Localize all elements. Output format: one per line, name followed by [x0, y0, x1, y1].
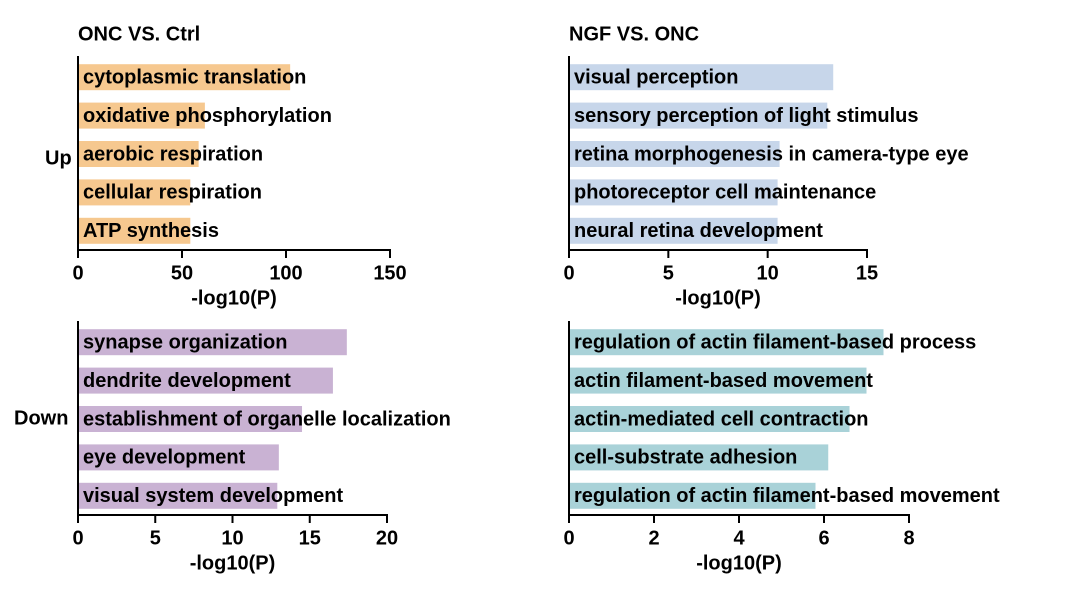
bar-eye-development [78, 444, 279, 471]
bar-label-cellular-respiration: cellular respiration [83, 182, 262, 204]
bar-label-regulation-of-actin-filament-based-process: regulation of actin filament-based proce… [574, 331, 976, 353]
x-tick-label: 6 [818, 527, 829, 549]
x-tick-label: 5 [150, 527, 161, 549]
bar-label-synapse-organization: synapse organization [83, 331, 288, 353]
bar-label-dendrite-development: dendrite development [83, 370, 291, 392]
x-tick-label: 0 [72, 527, 83, 549]
chart-panel-4: regulation of actin filament-based proce… [563, 321, 1000, 574]
x-tick-label: 100 [269, 262, 302, 284]
bar-neural-retina-development [569, 217, 778, 244]
bar-sensory-perception-of-light-stimulus [569, 102, 828, 129]
bar-cell-substrate-adhesion [569, 444, 829, 471]
x-tick-label: 10 [221, 527, 243, 549]
x-tick-label: 0 [563, 527, 574, 549]
bar-establishment-of-organelle-localization [78, 406, 303, 432]
bar-cytoplasmic-translation [78, 64, 291, 91]
bar-visual-system-development [78, 482, 278, 509]
x-tick-label: 150 [373, 262, 406, 284]
x-axis-label: -log10(P) [696, 552, 782, 574]
bar-label-atp-synthesis: ATP synthesis [83, 220, 219, 242]
chart-panel-2: NGF VS. ONC visual perception sensory perc… [563, 23, 968, 309]
bar-actin-mediated-cell-contraction [569, 406, 850, 432]
x-tick-label: 5 [663, 262, 674, 284]
bar-actin-filament-based-movement [569, 367, 867, 394]
bar-label-visual-perception: visual perception [574, 66, 739, 88]
x-axis-label: -log10(P) [191, 287, 277, 309]
x-tick-label: 2 [648, 527, 659, 549]
chart-panel-3: synapse organization dendrite development… [72, 321, 451, 574]
bar-label-retina-morphogenesis-in-camera-type-eye: retina morphogenesis in camera-type eye [574, 143, 969, 165]
x-tick-label: 0 [563, 262, 574, 284]
bar-label-establishment-of-organelle-localization: establishment of organelle localization [83, 408, 451, 430]
x-tick-label: 4 [733, 527, 745, 549]
bar-label-photoreceptor-cell-maintenance: photoreceptor cell maintenance [574, 182, 876, 204]
bar-regulation-of-actin-filament-based-process [569, 329, 884, 356]
bar-label-sensory-perception-of-light-stimulus: sensory perception of light stimulus [574, 105, 919, 127]
bar-label-actin-filament-based-movement: actin filament-based movement [574, 370, 873, 392]
bar-synapse-organization [78, 329, 347, 356]
x-axis-label: -log10(P) [675, 287, 761, 309]
row-label-up: Up [45, 147, 72, 169]
bar-label-cell-substrate-adhesion: cell-substrate adhesion [574, 447, 797, 469]
x-tick-label: 15 [299, 527, 321, 549]
bar-label-actin-mediated-cell-contraction: actin-mediated cell contraction [574, 408, 869, 430]
x-tick-label: 8 [903, 527, 914, 549]
bar-atp-synthesis [78, 217, 191, 244]
chart-title: NGF VS. ONC [569, 23, 699, 45]
bar-label-regulation-of-actin-filament-based-movement: regulation of actin filament-based movem… [574, 485, 1000, 507]
x-axis-label: -log10(P) [190, 552, 276, 574]
x-tick-label: 15 [856, 262, 878, 284]
bar-cellular-respiration [78, 179, 191, 206]
bar-photoreceptor-cell-maintenance [569, 179, 778, 206]
x-tick-label: 0 [72, 262, 83, 284]
bar-label-visual-system-development: visual system development [83, 485, 343, 507]
x-tick-label: 20 [376, 527, 398, 549]
x-tick-label: 50 [171, 262, 193, 284]
bar-label-cytoplasmic-translation: cytoplasmic translation [83, 66, 306, 88]
bar-label-eye-development: eye development [83, 447, 246, 469]
bar-retina-morphogenesis-in-camera-type-eye [569, 141, 780, 167]
bar-oxidative-phosphorylation [78, 102, 205, 129]
bar-aerobic-respiration [78, 141, 199, 167]
chart-panel-1: ONC VS. Ctrl cytoplasmic translation oxida… [72, 23, 406, 309]
x-tick-label: 10 [757, 262, 779, 284]
bar-label-neural-retina-development: neural retina development [574, 220, 823, 242]
bar-dendrite-development [78, 367, 333, 394]
bar-visual-perception [569, 64, 834, 91]
bar-label-oxidative-phosphorylation: oxidative phosphorylation [83, 105, 332, 127]
bar-regulation-of-actin-filament-based-movement [569, 482, 816, 509]
bar-label-aerobic-respiration: aerobic respiration [83, 143, 263, 165]
chart-title: ONC VS. Ctrl [78, 23, 200, 45]
row-label-down: Down [14, 407, 68, 429]
